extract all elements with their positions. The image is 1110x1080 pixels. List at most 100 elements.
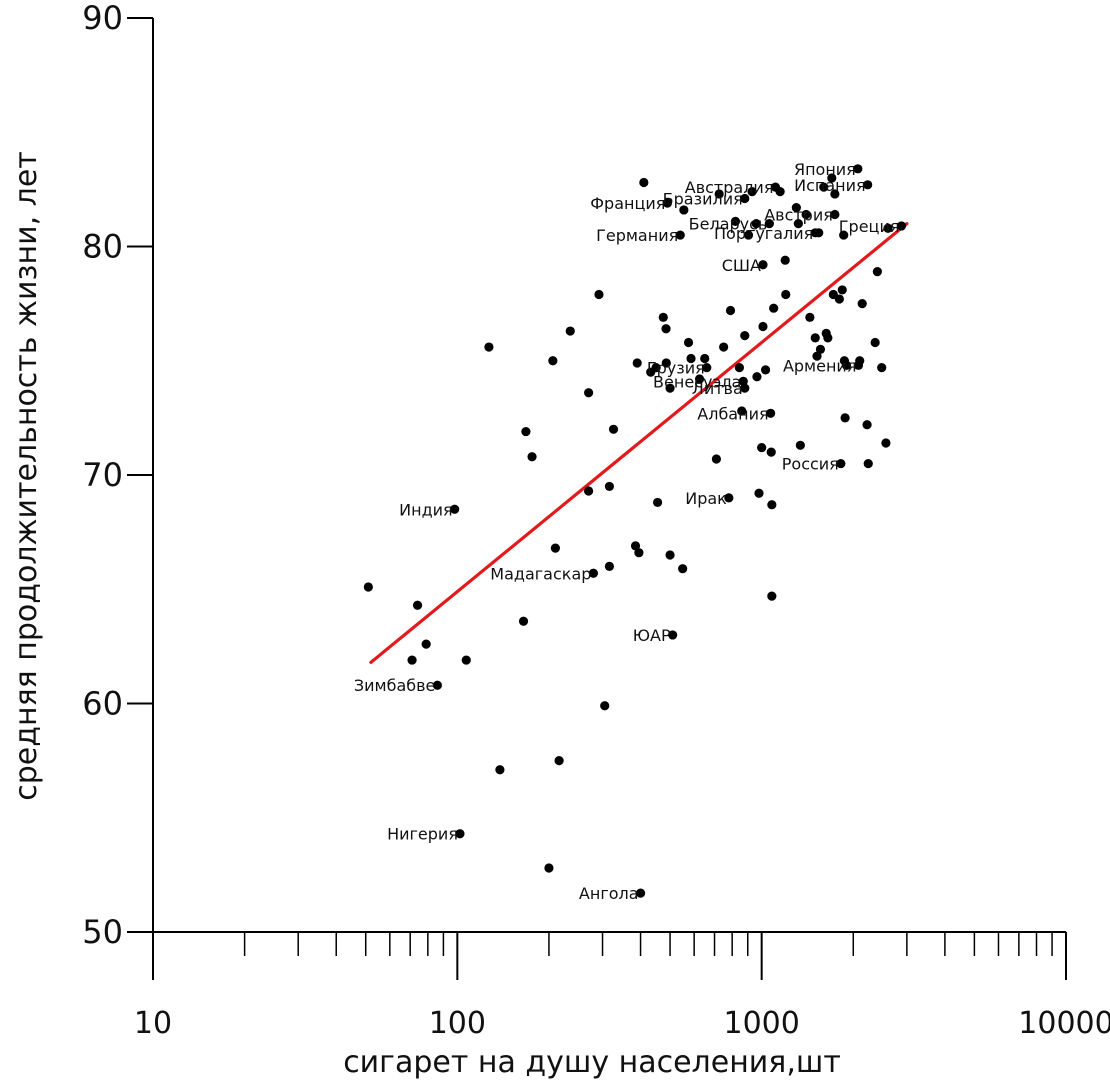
data-point-labeled bbox=[863, 180, 873, 190]
data-point bbox=[518, 616, 529, 626]
data-point bbox=[815, 344, 826, 354]
data-point bbox=[714, 189, 724, 199]
point-label: Ангола bbox=[579, 884, 639, 903]
data-point bbox=[584, 486, 594, 496]
data-point-labeled bbox=[450, 504, 460, 514]
point-label: Индия bbox=[399, 500, 453, 519]
data-point bbox=[743, 230, 754, 240]
data-point bbox=[700, 353, 710, 364]
data-point bbox=[634, 548, 644, 558]
x-tick-label: 10 bbox=[134, 1006, 172, 1041]
trendline-group bbox=[369, 222, 909, 664]
x-tick-label: 10000 bbox=[1018, 1006, 1110, 1041]
x-axis-title: сигарет на душу населения,шт bbox=[343, 1045, 841, 1080]
data-point bbox=[584, 388, 594, 398]
data-point-labeled bbox=[675, 230, 685, 240]
data-point-labeled bbox=[758, 260, 768, 270]
data-point-labeled bbox=[770, 182, 781, 192]
data-point bbox=[719, 342, 729, 352]
y-tick-label: 80 bbox=[82, 228, 123, 266]
data-point bbox=[652, 497, 663, 508]
data-point bbox=[857, 299, 867, 309]
data-point bbox=[758, 321, 768, 332]
data-point-labeled bbox=[668, 630, 678, 640]
data-point-labeled bbox=[455, 829, 465, 839]
data-point bbox=[766, 447, 776, 457]
data-point bbox=[752, 372, 762, 382]
data-point bbox=[639, 177, 649, 188]
data-point bbox=[683, 337, 694, 348]
point-label: Франция bbox=[590, 194, 665, 213]
data-point bbox=[550, 543, 560, 553]
data-point bbox=[658, 312, 668, 322]
data-point-labeled bbox=[830, 209, 840, 220]
data-point bbox=[862, 420, 872, 430]
data-point bbox=[734, 363, 745, 373]
data-point-labeled bbox=[896, 221, 907, 231]
data-point-labeled bbox=[724, 493, 734, 503]
data-point bbox=[810, 333, 820, 343]
data-point bbox=[600, 701, 610, 711]
point-label: Япония bbox=[794, 160, 856, 179]
data-point bbox=[544, 863, 554, 873]
data-point bbox=[805, 312, 815, 322]
data-point bbox=[407, 655, 417, 665]
data-point bbox=[863, 458, 873, 469]
data-point bbox=[363, 582, 373, 592]
points-group bbox=[363, 164, 907, 898]
data-point bbox=[548, 356, 558, 366]
point-label: ЮАР bbox=[633, 626, 671, 645]
data-point bbox=[827, 173, 837, 183]
data-point bbox=[883, 223, 893, 233]
point-label: Армения bbox=[783, 356, 857, 375]
data-point-labeled bbox=[588, 568, 599, 578]
data-point bbox=[495, 765, 505, 775]
point-label: Россия bbox=[782, 455, 839, 474]
data-point bbox=[757, 442, 767, 453]
data-point bbox=[632, 358, 642, 368]
y-axis-title: средняя продолжительность жизни, лет bbox=[9, 151, 44, 801]
point-label: США bbox=[722, 256, 761, 275]
data-point bbox=[665, 550, 675, 560]
point-label: Австрия bbox=[764, 206, 833, 225]
data-point bbox=[754, 488, 764, 498]
data-point bbox=[834, 294, 844, 304]
point-label: Беларусь bbox=[689, 215, 768, 234]
data-point bbox=[461, 655, 471, 665]
data-point bbox=[527, 452, 537, 462]
data-point bbox=[604, 561, 615, 572]
trendline bbox=[369, 222, 909, 664]
data-point bbox=[737, 406, 747, 416]
data-point bbox=[795, 440, 805, 450]
point-label: Грузия bbox=[647, 359, 705, 378]
data-point bbox=[830, 189, 840, 199]
point-label: Мадагаскар bbox=[490, 564, 591, 583]
data-point-labeled bbox=[766, 408, 776, 418]
data-point bbox=[780, 255, 790, 265]
data-point bbox=[781, 289, 791, 300]
point-label: Бразилия bbox=[663, 190, 743, 209]
data-point bbox=[608, 424, 619, 434]
data-point bbox=[740, 331, 750, 341]
data-point bbox=[694, 374, 705, 384]
y-tick-label: 50 bbox=[82, 913, 123, 951]
data-point bbox=[678, 564, 688, 574]
data-point bbox=[767, 500, 777, 510]
data-point bbox=[881, 438, 891, 448]
data-point-labeled bbox=[740, 193, 750, 204]
data-point bbox=[839, 230, 849, 240]
data-point bbox=[484, 342, 494, 352]
data-point-labeled bbox=[635, 888, 646, 898]
point-label: Португалия bbox=[714, 224, 813, 243]
point-label: Австралия bbox=[685, 178, 774, 197]
data-point bbox=[679, 205, 689, 215]
x-tick-label: 1000 bbox=[723, 1006, 799, 1041]
data-point bbox=[412, 600, 423, 610]
data-point-labeled bbox=[810, 228, 820, 238]
data-point bbox=[841, 360, 852, 370]
data-point bbox=[554, 756, 564, 766]
point-label: Испания bbox=[794, 176, 866, 195]
data-point-labeled bbox=[740, 383, 750, 393]
data-point bbox=[819, 182, 829, 192]
